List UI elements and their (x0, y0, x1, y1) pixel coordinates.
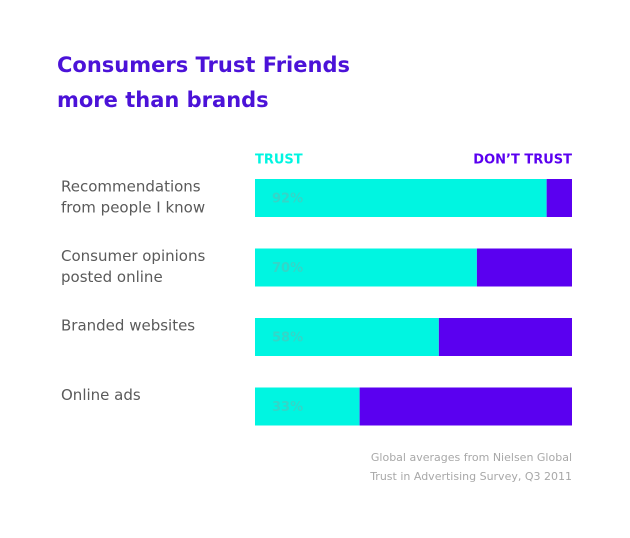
bar-segment (255, 248, 477, 287)
bar-segment (255, 179, 547, 217)
category-label: Consumer opinions (61, 247, 205, 265)
category-label: Online ads (61, 386, 141, 404)
category-label: from people I know (61, 199, 205, 217)
value-label: 92% (272, 192, 303, 207)
source-note: Trust in Advertising Survey, Q3 2011 (369, 470, 572, 483)
value-label: 58% (272, 331, 303, 346)
legend-label: DON’T TRUST (473, 153, 572, 168)
chart-title: Consumers Trust Friends (57, 53, 350, 77)
chart-title: more than brands (57, 88, 269, 112)
value-label: 33% (272, 400, 303, 415)
category-label: posted online (61, 268, 163, 286)
bar-segment (546, 179, 572, 217)
bar-segment (255, 387, 360, 426)
value-label: 70% (272, 261, 303, 276)
source-note: Global averages from Nielsen Global (371, 451, 572, 464)
bar-segment (359, 387, 572, 426)
category-label: Branded websites (61, 317, 195, 335)
bar-segment (476, 248, 572, 287)
bar-segment (255, 318, 439, 356)
bar-segment (438, 318, 572, 356)
legend-label: TRUST (255, 153, 303, 168)
category-label: Recommendations (61, 178, 201, 196)
